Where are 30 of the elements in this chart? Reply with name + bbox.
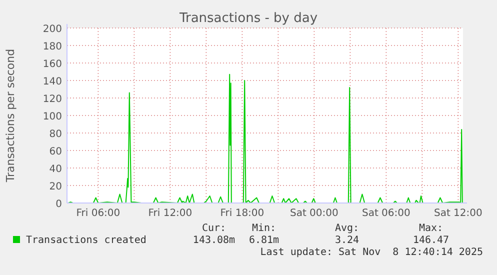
text: Cur: xyxy=(202,223,226,234)
chart-title: Transactions - by day xyxy=(178,11,318,26)
y-tick-label: 0 xyxy=(56,199,62,210)
text: 3.24 xyxy=(334,235,360,246)
x-tick-label: Sat 00:00 xyxy=(290,208,338,219)
y-tick-label: 100 xyxy=(42,112,62,122)
y-tick-label: 200 xyxy=(42,24,62,35)
y-tick-label: 40 xyxy=(49,164,62,175)
y-tick-label: 80 xyxy=(49,129,62,140)
y-tick-label: 20 xyxy=(49,182,62,192)
legend-label: Transactions created xyxy=(26,235,146,246)
text: Max: xyxy=(418,223,444,234)
x-tick-label: Sat 06:00 xyxy=(362,208,410,219)
text: 146.47 xyxy=(412,235,450,246)
y-tick-label: 60 xyxy=(49,146,62,158)
text: Avg: xyxy=(334,223,360,234)
text: 6.81m xyxy=(248,235,280,246)
text: Min: xyxy=(252,223,276,234)
y-tick-label: 120 xyxy=(42,94,62,105)
x-tick-label: Fri 12:00 xyxy=(148,208,192,219)
text: Last update: Sat Nov 8 12:40:14 2025 xyxy=(260,247,483,258)
line-series xyxy=(68,74,463,203)
y-axis-title: Transactions per second xyxy=(4,48,17,184)
x-tick-label: Fri 18:00 xyxy=(220,208,264,219)
x-tick-label: Fri 06:00 xyxy=(76,208,120,219)
y-tick-label: 180 xyxy=(42,42,62,52)
x-tick-label: Sat 12:00 xyxy=(434,208,482,219)
text: 143.08m xyxy=(192,235,236,246)
y-tick-label: 160 xyxy=(42,59,62,70)
y-tick-label: 140 xyxy=(42,76,62,88)
